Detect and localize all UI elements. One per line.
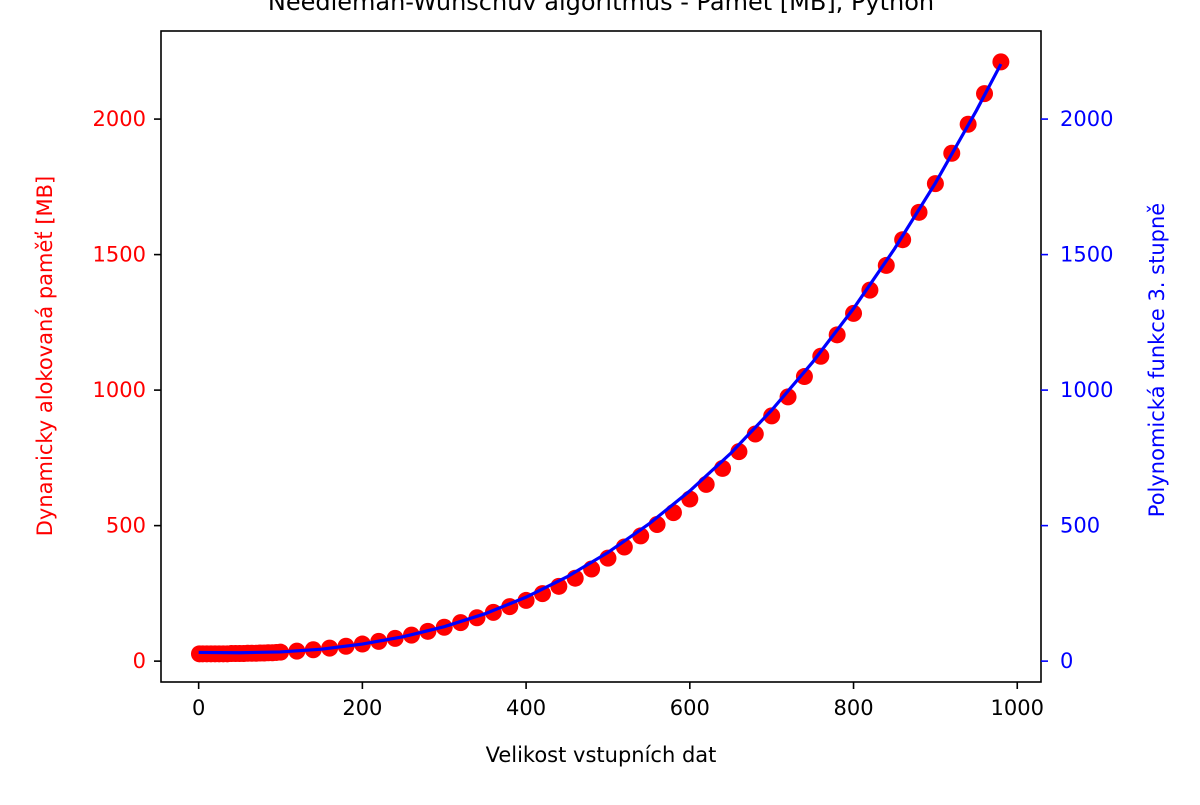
data-point xyxy=(763,407,781,425)
data-point xyxy=(779,388,797,406)
data-point xyxy=(828,326,846,344)
chart-title: Needleman-Wunschův algoritmus - Paměť [M… xyxy=(268,0,934,16)
x-tick-label: 200 xyxy=(342,696,382,720)
right-y-tick-label: 1000 xyxy=(1060,378,1113,402)
right-y-tick-label: 2000 xyxy=(1060,107,1113,131)
x-tick-label: 600 xyxy=(670,696,710,720)
right-y-tick-label: 500 xyxy=(1060,514,1100,538)
x-axis: 0 200 400 600 800 1000 xyxy=(192,682,1044,720)
left-y-tick-label: 1500 xyxy=(93,243,146,267)
data-point xyxy=(697,475,715,493)
left-y-tick-label: 1000 xyxy=(93,378,146,402)
x-tick-label: 400 xyxy=(506,696,546,720)
right-y-axis: 0 500 1000 1500 2000 xyxy=(1041,107,1113,673)
fit-line xyxy=(198,63,1003,655)
right-y-tick-label: 1500 xyxy=(1060,243,1113,267)
data-point xyxy=(992,53,1010,71)
data-point xyxy=(795,368,813,386)
x-axis-label: Velikost vstupních dat xyxy=(486,743,717,767)
x-tick-label: 0 xyxy=(192,696,205,720)
data-point xyxy=(861,281,879,299)
right-y-axis-label: Polynomická funkce 3. stupně xyxy=(1145,203,1169,517)
plot-marks xyxy=(190,53,1010,663)
left-y-axis: 0 500 1000 1500 2000 xyxy=(93,107,161,673)
right-y-tick-label: 0 xyxy=(1060,649,1073,673)
left-y-tick-label: 2000 xyxy=(93,107,146,131)
data-point xyxy=(664,504,682,522)
left-y-tick-label: 0 xyxy=(133,649,146,673)
plot-frame xyxy=(160,30,1042,683)
x-tick-label: 1000 xyxy=(991,696,1044,720)
data-point xyxy=(812,347,830,365)
x-tick-label: 800 xyxy=(833,696,873,720)
data-point xyxy=(681,490,699,508)
left-y-axis-label: Dynamicky alokovaná paměť [MB] xyxy=(33,176,57,537)
left-y-tick-label: 500 xyxy=(106,514,146,538)
data-point xyxy=(845,304,863,322)
